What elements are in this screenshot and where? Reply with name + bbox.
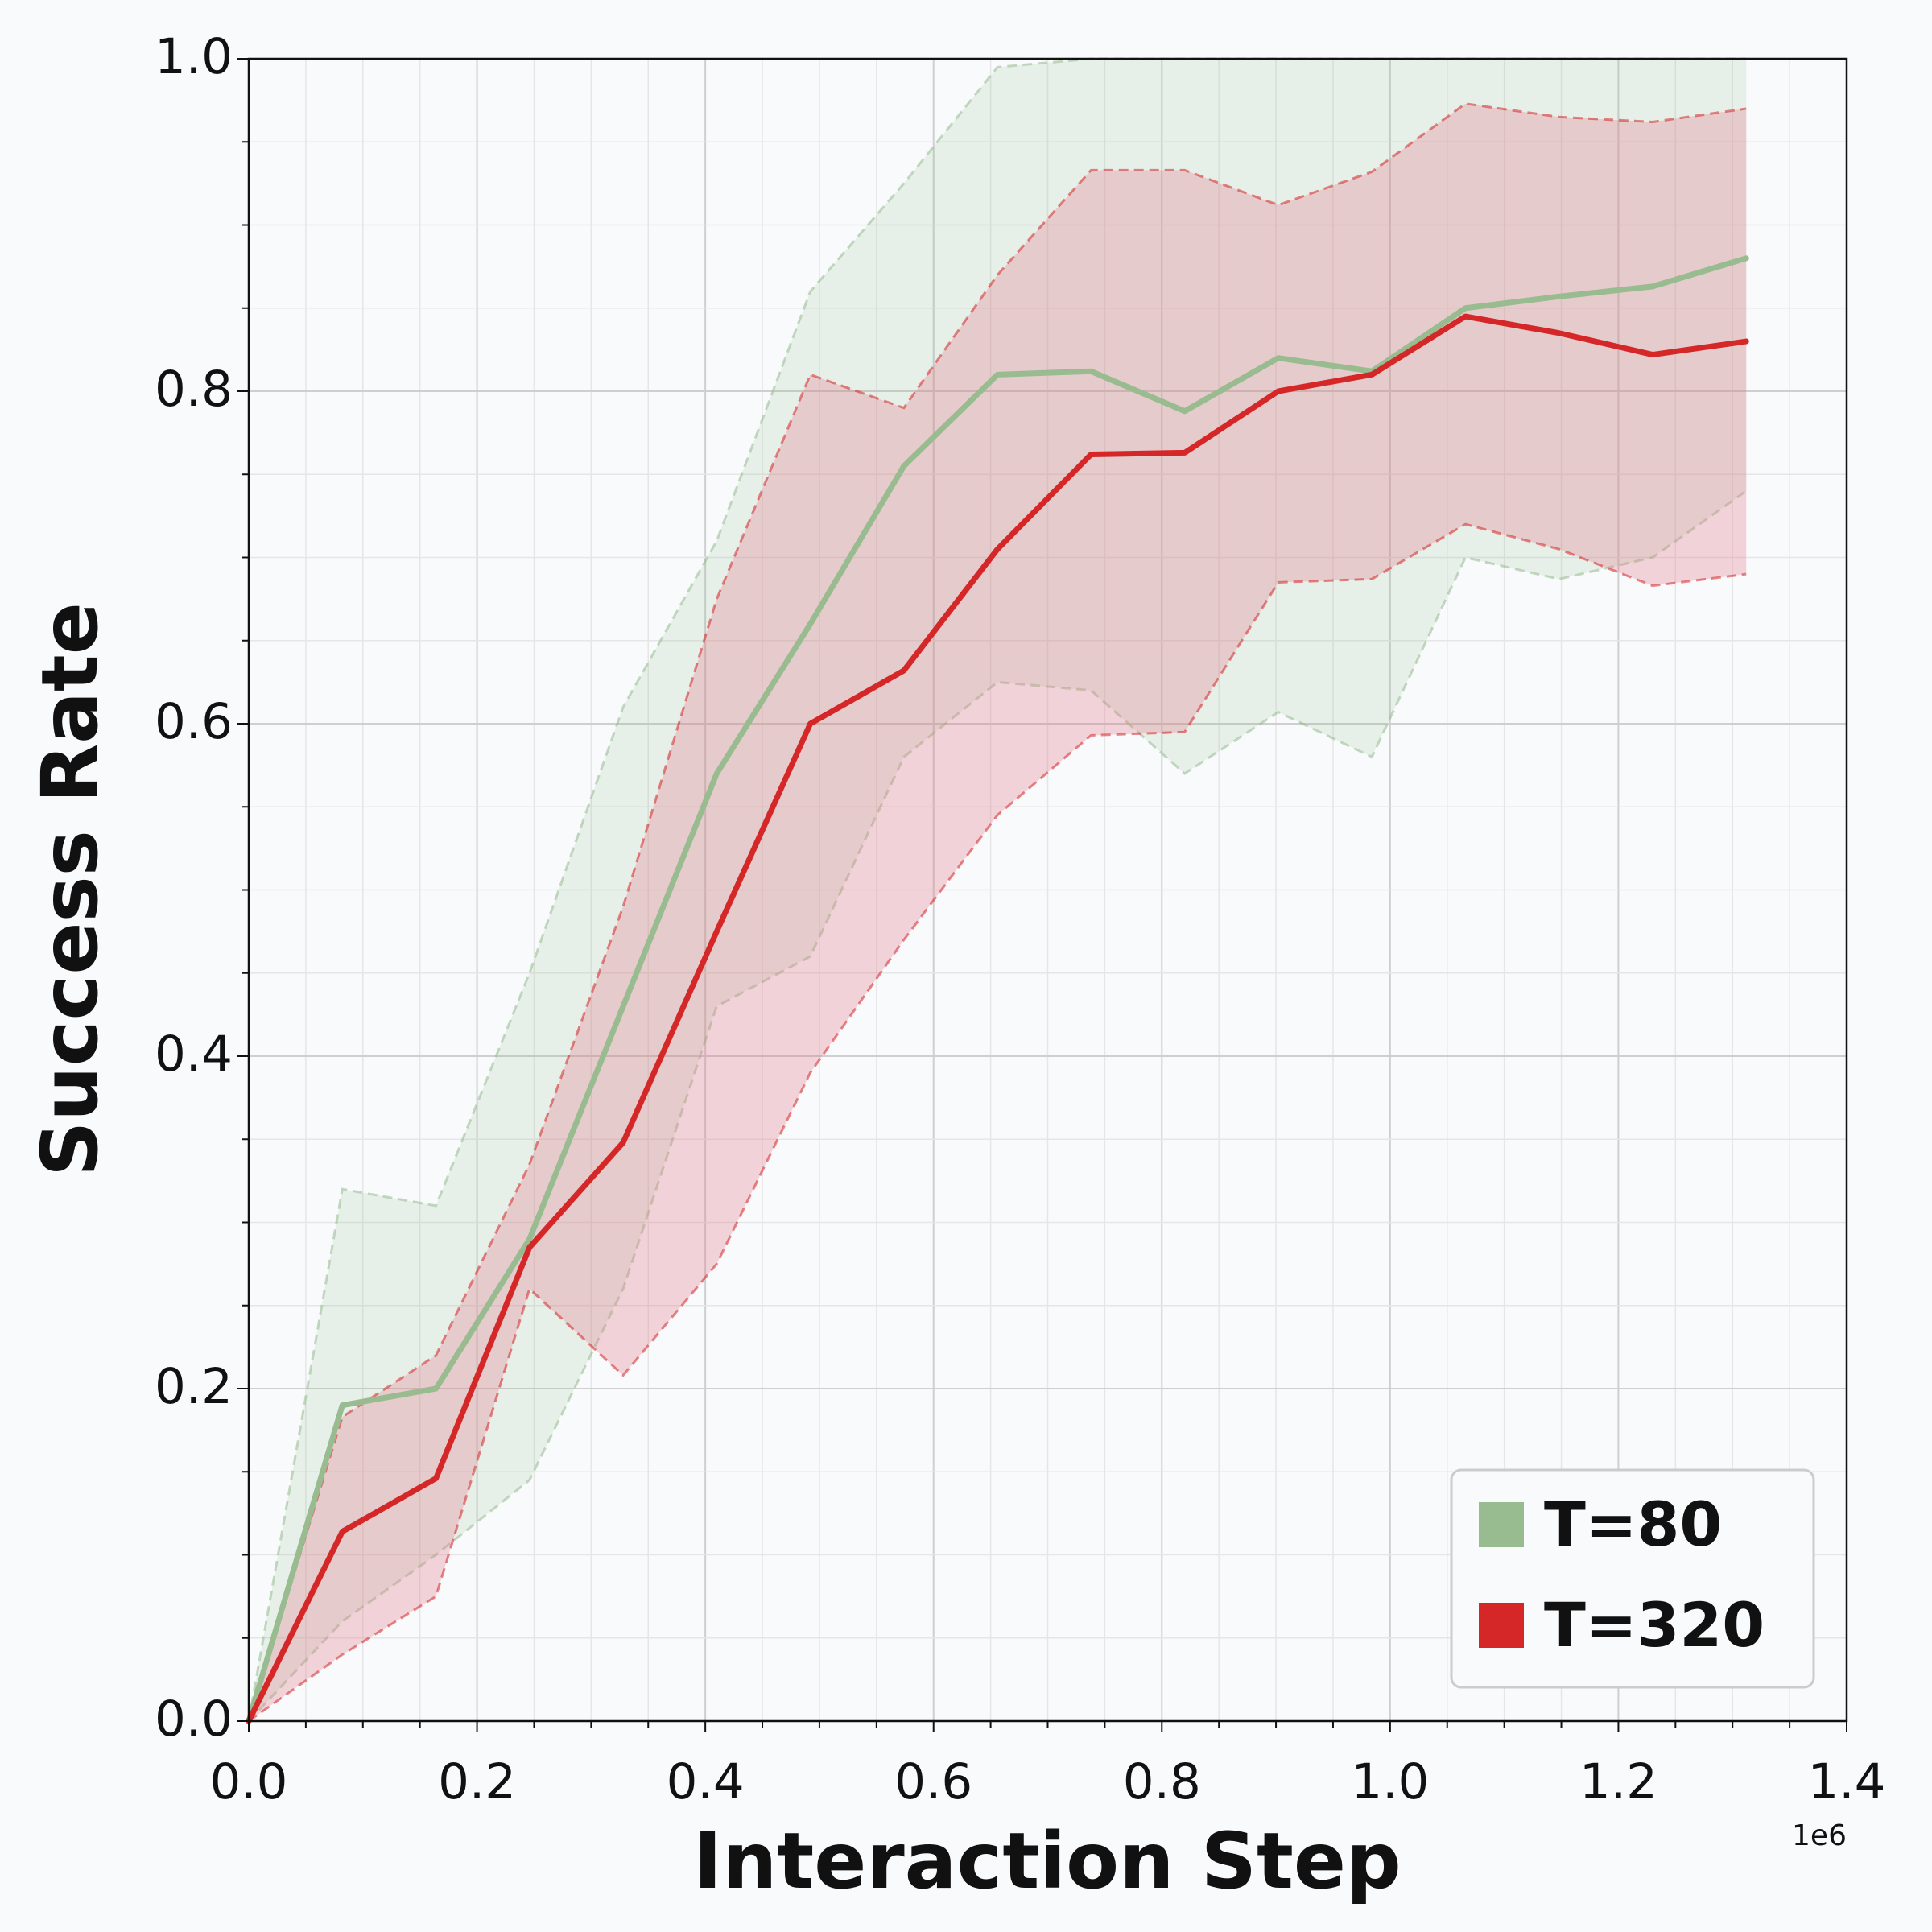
x-axis-label: Interaction Step (693, 1816, 1401, 1906)
x-tick-label: 1.4 (1807, 1753, 1885, 1810)
legend-label-t80: T=80 (1544, 1488, 1722, 1560)
band-T=320 (249, 103, 1747, 1721)
legend-swatch-t80 (1479, 1502, 1524, 1547)
x-tick-label: 0.4 (667, 1753, 745, 1810)
x-tick-label: 1.2 (1579, 1753, 1657, 1810)
legend-swatch-t320 (1479, 1603, 1524, 1648)
legend-box (1450, 1468, 1815, 1689)
y-tick-label: 0.0 (155, 1690, 233, 1748)
x-tick-label: 0.0 (209, 1753, 287, 1810)
legend: T=80 T=320 (1450, 1468, 1815, 1689)
y-tick-label: 0.2 (155, 1358, 233, 1415)
legend-label-t320: T=320 (1544, 1589, 1765, 1661)
y-tick-label: 0.6 (155, 693, 233, 750)
lower-bound-T=320 (248, 522, 1747, 1723)
x-tick-label: 0.6 (894, 1753, 972, 1810)
ticks: 0.0 0.2 0.4 0.6 0.8 1.0 1.2 1.4 0.0 0.2 0.4 0.6 0.8 1… (155, 28, 1886, 1810)
upper-bound-T=320 (247, 102, 1747, 1722)
y-axis-label: Success Rate (25, 602, 115, 1177)
band-T=80 (249, 59, 1747, 1721)
y-tick-label: 0.4 (155, 1026, 233, 1083)
x-offset-label: 1e6 (1792, 1819, 1847, 1852)
y-tick-label: 1.0 (155, 28, 233, 85)
lines (246, 255, 1749, 1724)
x-tick-label: 0.8 (1123, 1753, 1201, 1810)
x-tick-label: 1.0 (1351, 1753, 1429, 1810)
x-tick-label: 0.2 (438, 1753, 516, 1810)
y-tick-label: 0.8 (155, 361, 233, 418)
